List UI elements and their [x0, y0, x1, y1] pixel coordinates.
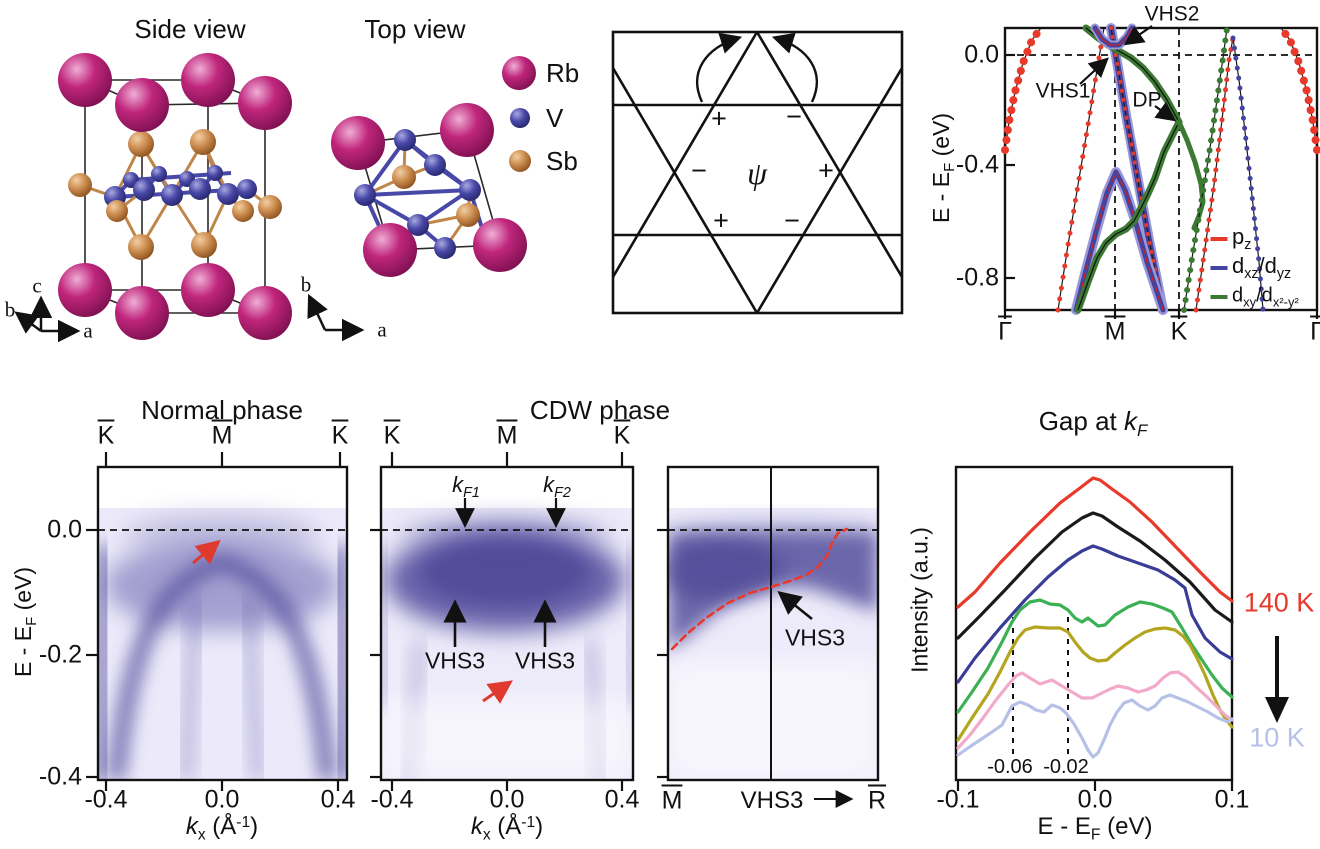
p1-xtick-0: -0.4 [84, 785, 128, 814]
vhs2-arrow-icon [1123, 25, 1153, 46]
dp-arrow-icon [1154, 101, 1177, 122]
legend-label-dxy-dx2y2: dxy/dx²-y² [1232, 284, 1299, 310]
normal-red-arrow-icon [192, 539, 221, 565]
rb-sphere-icon [502, 56, 536, 90]
side-view-axes [14, 295, 81, 343]
legend-label-rb: Rb [546, 58, 580, 88]
p1-xtick-2: 0.4 [320, 785, 356, 814]
p2-top-k-left: K [383, 421, 401, 450]
psi-symbol: ψ [747, 155, 767, 191]
vhs3-left-label: VHS3 [424, 647, 486, 674]
p1-ytick-2: -0.4 [38, 762, 82, 791]
temp-high-label: 140 K [1243, 587, 1315, 618]
p3-xtick-vhs3: VHS3 [740, 787, 804, 814]
p1-y-axis-label: E - EF (eV) [9, 566, 41, 678]
sign-minus-1: − [786, 101, 802, 132]
p2-top-k-right: K [613, 421, 631, 450]
curved-arrow-right-icon [771, 32, 818, 103]
side-view-structure [14, 53, 292, 343]
band-xtick-k: K [1170, 317, 1188, 346]
dp-annotation: DP [1132, 88, 1162, 112]
vhs1-annotation: VHS1 [1035, 79, 1091, 103]
gap-marker-label-2: -0.02 [1043, 756, 1089, 778]
cdw-red-arrow-icon [482, 680, 513, 704]
arpes-cut-image [668, 508, 878, 780]
p1-top-k-left: K [97, 421, 115, 450]
sign-plus-1: + [711, 103, 727, 134]
p4-xtick-2: 0.1 [1214, 785, 1250, 814]
arpes-cdw-image [381, 508, 633, 780]
p2-xtick-2: 0.4 [604, 785, 640, 814]
arpes-normal-image [98, 508, 347, 780]
gap-marker-label-1: -0.06 [987, 756, 1033, 778]
curved-arrow-left-icon [696, 32, 743, 103]
legend-label-dxz-dyz: dxz/dyz [1232, 252, 1292, 282]
sb-sphere-icon [509, 150, 531, 172]
cdw-phase-title: CDW phase [529, 395, 671, 425]
p4-x-axis-label: E - EF (eV) [1037, 812, 1153, 844]
normal-phase-title: Normal phase [141, 395, 303, 425]
kf1-label: kF1 [452, 471, 480, 501]
p1-xtick-1: 0.0 [204, 785, 240, 814]
p3-xtick-r: R [867, 786, 887, 815]
vhs2-annotation: VHS2 [1144, 2, 1200, 26]
v-sphere-icon [510, 108, 530, 128]
sign-minus-3: − [784, 205, 800, 236]
axis-a-label: a [83, 318, 93, 343]
band-ytick-1: -0.4 [955, 150, 999, 179]
p1-top-k-right: K [331, 421, 349, 450]
top-view-axes [307, 293, 365, 342]
p4-xtick-0: -0.1 [936, 785, 980, 814]
sign-plus-3: + [713, 205, 729, 236]
kagome-diagram [611, 30, 904, 315]
vhs3-cut-arrow-icon [777, 591, 813, 621]
gap-title: Gap at kF [1038, 406, 1148, 440]
gap-y-axis-label: Intensity (a.u.) [906, 527, 933, 673]
axis-b-label: b [4, 297, 16, 322]
p2-x-axis-label: kx (Å-1) [470, 812, 544, 844]
gap-marker-dashed-lines [1012, 617, 1069, 757]
legend-dash-dxz-icon [1210, 266, 1228, 270]
p2-xtick-1: 0.0 [489, 785, 525, 814]
band-y-axis-label: E - EF (eV) [927, 112, 959, 224]
band-ytick-2: -0.8 [955, 263, 999, 292]
top-view-structure [307, 103, 527, 342]
band-ytick-0: 0.0 [964, 40, 999, 69]
vhs3-right-label: VHS3 [514, 647, 576, 674]
vhs3-cut-annotation: VHS3 [784, 624, 846, 651]
element-legend-spheres [502, 56, 536, 172]
legend-dash-pz-icon [1210, 237, 1228, 241]
legend-dash-dxy-icon [1210, 295, 1228, 299]
p2-top-m: M [496, 421, 518, 450]
legend-label-sb: Sb [546, 146, 578, 176]
axis-b-top-label: b [300, 272, 312, 297]
band-xtick-gamma-right: Γ [1310, 317, 1320, 346]
axis-a-top-label: a [377, 317, 387, 342]
side-view-title: Side view [134, 14, 246, 44]
vhs1-arrow-icon [1079, 57, 1109, 85]
temperature-arrow-icon [1265, 636, 1289, 723]
axis-c-label: c [32, 273, 42, 298]
legend-label-v: V [546, 103, 564, 133]
temp-low-label: 10 K [1249, 722, 1305, 753]
top-view-title: Top view [364, 14, 466, 44]
sign-plus-2: + [818, 155, 834, 186]
legend-label-pz: pz [1232, 223, 1252, 253]
p4-xtick-1: 0.0 [1077, 785, 1113, 814]
band-xtick-m: M [1104, 317, 1126, 346]
p1-ytick-1: -0.2 [38, 640, 82, 669]
band-xtick-gamma-left: Γ [998, 317, 1012, 346]
sign-minus-2: − [691, 155, 707, 186]
p1-x-axis-label: kx (Å-1) [185, 812, 259, 844]
kf2-label: kF2 [543, 471, 571, 501]
p1-top-m: M [211, 421, 233, 450]
p3-xtick-m: M [661, 786, 683, 815]
p1-ytick-0: 0.0 [47, 515, 82, 544]
p2-xtick-0: -0.4 [370, 785, 414, 814]
